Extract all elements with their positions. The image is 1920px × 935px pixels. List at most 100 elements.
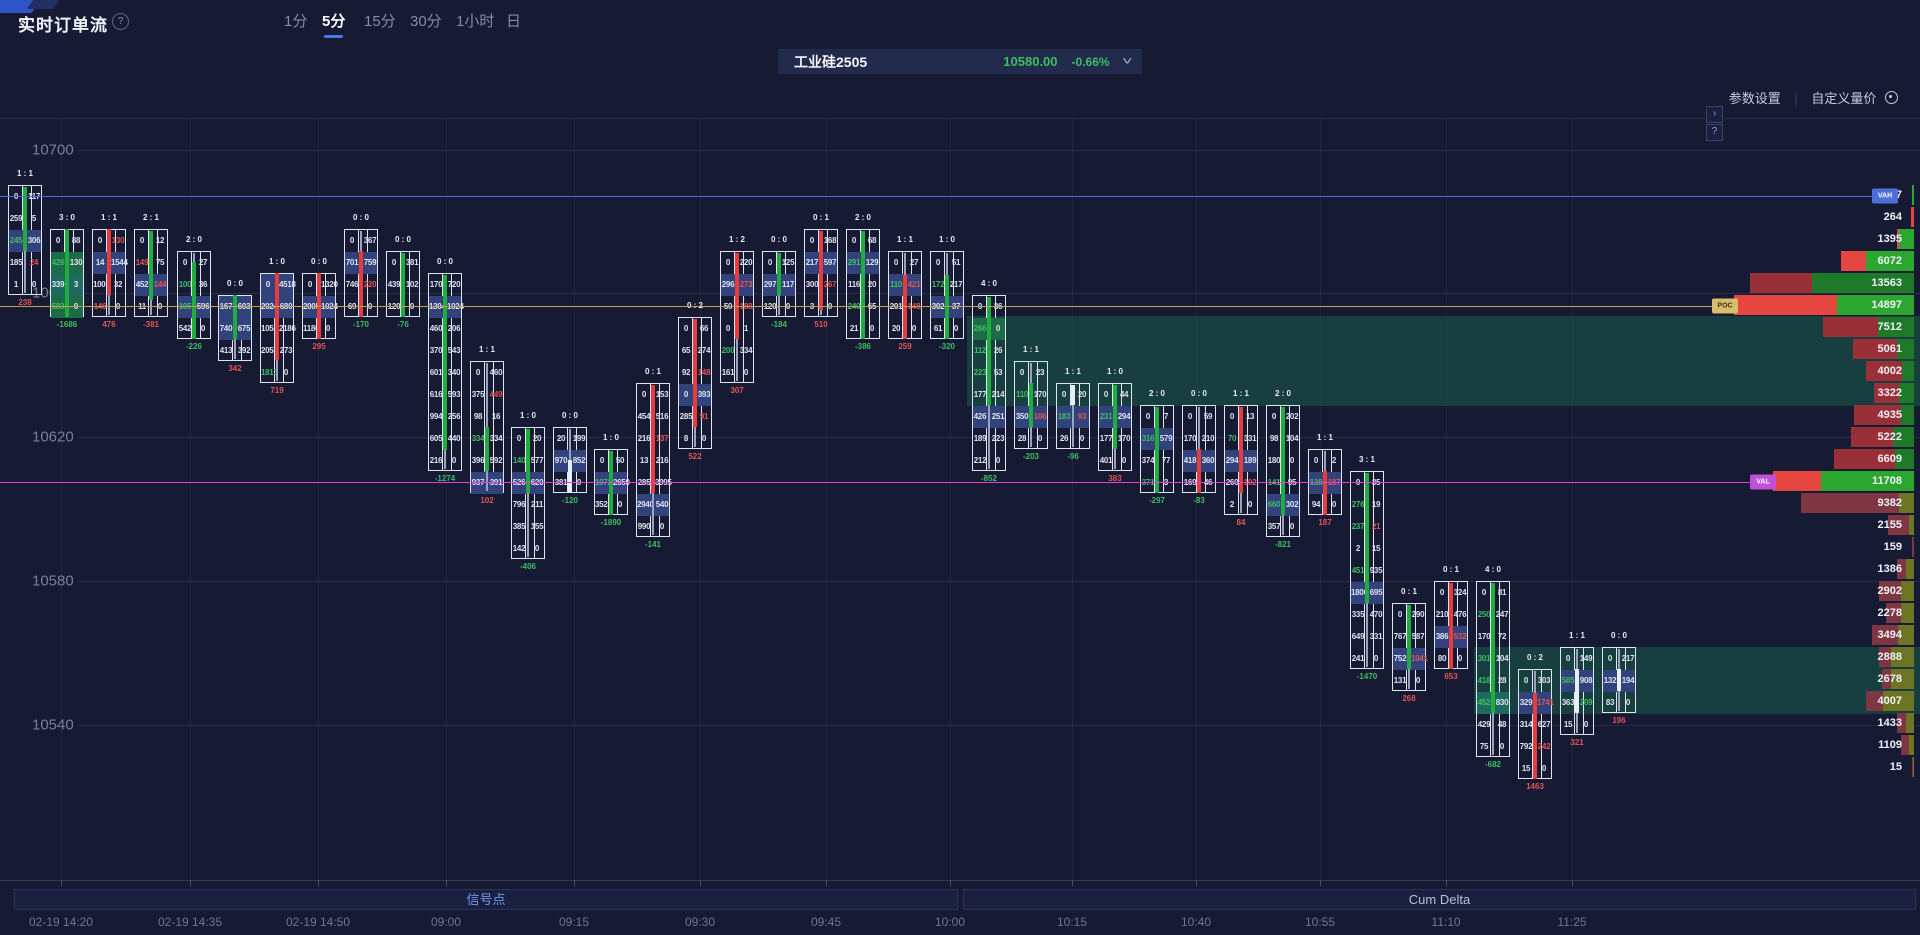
footprint-cell: 0 88 bbox=[51, 230, 83, 252]
profile-sell-segment bbox=[1910, 207, 1914, 227]
page-title: 实时订单流 bbox=[18, 16, 108, 35]
bid-volume: 1 bbox=[13, 280, 19, 289]
candle-delta-label: -682 bbox=[1484, 760, 1502, 769]
signal-points-panel-toggle[interactable]: 信号点 bbox=[14, 889, 958, 910]
tab-5分[interactable]: 5分 bbox=[322, 10, 345, 38]
profile-row bbox=[1871, 625, 1914, 645]
candle-box: 036266011226223531772144262511892232120 bbox=[972, 295, 1006, 471]
bid-volume: 585 bbox=[1561, 676, 1575, 685]
profile-sell-segment bbox=[1873, 383, 1899, 403]
bid-volume: 169 bbox=[1183, 472, 1197, 494]
bid-volume: 138 bbox=[1309, 472, 1323, 494]
bid-volume: 0 bbox=[1187, 412, 1193, 421]
tab-30分[interactable]: 30分 bbox=[410, 13, 442, 30]
profile-row bbox=[1852, 339, 1914, 359]
bid-volume: 0 bbox=[265, 280, 271, 289]
footprint-cell: 990 0 bbox=[637, 516, 669, 538]
ask-volume: 15 bbox=[1371, 544, 1381, 553]
footprint-cell: 0 12 bbox=[135, 230, 167, 252]
imbalance-header: 0 : 1 bbox=[812, 213, 830, 222]
tab-15分[interactable]: 15分 bbox=[364, 13, 396, 30]
bid-volume: 0 bbox=[767, 258, 773, 267]
h-gridline bbox=[30, 581, 1920, 582]
ask-volume: 1741 bbox=[1537, 698, 1554, 707]
footprint-cell: 189 223 bbox=[973, 428, 1005, 450]
bid-volume: 452 bbox=[135, 280, 149, 289]
profile-buy-segment bbox=[1913, 757, 1914, 777]
ask-volume: 340 bbox=[447, 368, 461, 377]
candle-delta-label: -852 bbox=[980, 474, 998, 483]
imbalance-header: 0 : 2 bbox=[687, 301, 703, 310]
tab-日[interactable]: 日 bbox=[506, 13, 522, 30]
ask-volume: 155 bbox=[530, 522, 544, 531]
custom-volume-price-button[interactable]: 自定义量价 bbox=[1811, 91, 1877, 106]
footprint-cell: 98 16 bbox=[471, 406, 503, 428]
ask-volume: 102 bbox=[405, 280, 419, 289]
candle-delta-label: -1274 bbox=[434, 474, 456, 483]
parameter-settings-button[interactable]: 参数设置 bbox=[1728, 91, 1781, 106]
ask-volume: 24 bbox=[29, 258, 39, 267]
v-gridline bbox=[1446, 118, 1447, 880]
candle-box: 0 66 65 274 92 148 0 393 285 91 8 0 bbox=[678, 317, 712, 449]
time-axis-label: 11:25 bbox=[1557, 915, 1587, 929]
bid-volume: 260 bbox=[1225, 472, 1239, 494]
ask-volume: 168 bbox=[823, 236, 837, 245]
imbalance-header: 3 : 1 bbox=[1358, 455, 1376, 464]
profile-row bbox=[1772, 471, 1914, 491]
ask-volume: 50 bbox=[615, 456, 625, 465]
bid-volume: 120 bbox=[763, 296, 777, 318]
bid-volume: 371 bbox=[1141, 472, 1155, 494]
profile-buy-segment bbox=[1891, 647, 1914, 667]
profile-sell-segment bbox=[1912, 757, 1913, 777]
imbalance-header: 2 : 0 bbox=[1274, 389, 1292, 398]
bid-volume: 601 bbox=[429, 368, 443, 377]
footprint-cell: 170 210 bbox=[1183, 428, 1215, 450]
profile-row bbox=[1854, 405, 1914, 425]
profile-value-label: 6609 bbox=[1877, 453, 1902, 465]
candle-center-lane bbox=[860, 230, 870, 338]
gear-icon[interactable] bbox=[1885, 91, 1898, 104]
tab-1小时[interactable]: 1小时 bbox=[456, 13, 495, 30]
profile-row bbox=[1900, 735, 1914, 755]
profile-sell-segment bbox=[1823, 317, 1878, 337]
chevron-down-icon[interactable]: ˅ bbox=[1121, 55, 1132, 68]
help-mini-button[interactable]: ? bbox=[1706, 124, 1723, 141]
ask-volume: 3 bbox=[73, 280, 79, 289]
bid-volume: 110 bbox=[889, 280, 902, 289]
profile-sell-segment bbox=[1834, 449, 1895, 469]
bid-volume: 297 bbox=[763, 280, 777, 289]
help-icon[interactable]: ? bbox=[112, 13, 129, 30]
profile-row bbox=[1912, 537, 1914, 557]
ask-volume: 13 bbox=[1245, 412, 1255, 421]
ask-volume: 0 bbox=[534, 544, 540, 553]
candle-center-lane bbox=[1196, 406, 1206, 492]
footprint-cell: 0 81 bbox=[1477, 582, 1509, 604]
collapse-panel-button[interactable]: › bbox=[1706, 106, 1723, 123]
ask-volume: 620 bbox=[530, 472, 544, 494]
profile-sell-segment bbox=[1750, 273, 1813, 293]
footprint-cell: 142 0 bbox=[512, 538, 544, 560]
imbalance-header: 1 : 0 bbox=[268, 257, 286, 266]
imbalance-header: 0 : 0 bbox=[394, 235, 412, 244]
bid-volume: 61 bbox=[933, 324, 943, 333]
price-axis-label: 10540 bbox=[28, 716, 78, 734]
instrument-selector[interactable]: 工业硅2505 10580.00 -0.66% ˅ bbox=[778, 49, 1142, 74]
h-gridline bbox=[30, 437, 1920, 438]
x-axis-tick bbox=[1320, 880, 1321, 886]
imbalance-header: 1 : 1 bbox=[478, 345, 496, 354]
footprint-cell: 542 0 bbox=[178, 318, 210, 340]
candle-center-lane bbox=[692, 318, 702, 448]
bid-volume: 11 bbox=[135, 296, 149, 318]
footprint-cell: 1058 2186 bbox=[261, 318, 296, 340]
tab-1分[interactable]: 1分 bbox=[284, 13, 308, 30]
cum-delta-panel-toggle[interactable]: Cum Delta bbox=[963, 889, 1916, 910]
ask-volume: 187 bbox=[1327, 472, 1341, 494]
v-gridline bbox=[446, 118, 447, 880]
ask-volume: 1544 bbox=[111, 258, 128, 267]
footprint-cell: 357 0 bbox=[1267, 516, 1299, 538]
ask-volume: 0 bbox=[1289, 522, 1295, 531]
time-axis-label: 09:45 bbox=[810, 915, 842, 929]
bid-volume: 970 bbox=[554, 456, 568, 465]
